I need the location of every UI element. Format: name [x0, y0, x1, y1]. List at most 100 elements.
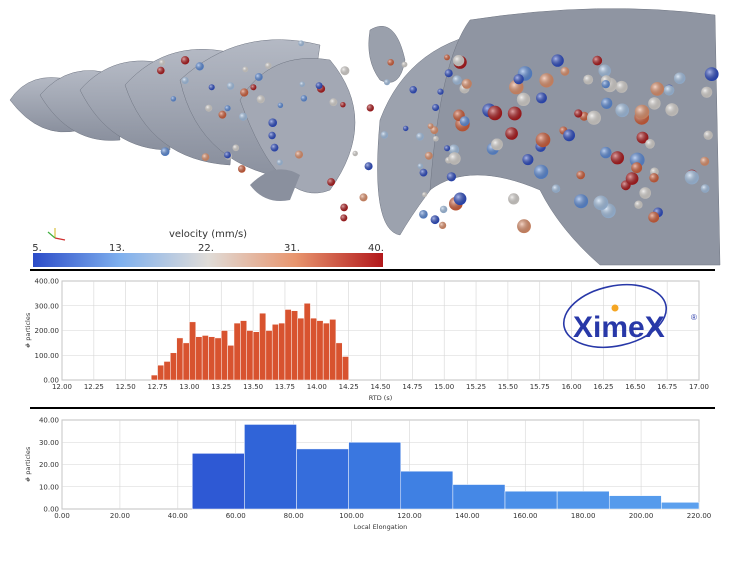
particle-shade	[615, 103, 629, 118]
particle-shade	[448, 144, 460, 155]
y-axis-title: # particles	[24, 312, 32, 348]
histogram-bar	[608, 495, 662, 510]
particle-shade	[574, 194, 589, 209]
x-tick-label: 160.00	[513, 512, 538, 520]
x-tick-label: 14.00	[307, 383, 327, 391]
y-tick-label: 20.00	[39, 461, 59, 469]
particle-shade	[419, 168, 428, 177]
particle-shade	[505, 127, 518, 140]
particle-shade	[387, 59, 395, 66]
particle-shade	[417, 163, 423, 169]
particle-shade	[513, 74, 524, 85]
x-tick-label: 17.00	[689, 383, 709, 391]
histogram-bar	[252, 331, 260, 381]
particle-shade	[170, 96, 177, 102]
particle-shade	[437, 88, 444, 95]
histogram-bar	[296, 448, 349, 510]
x-tick-label: 14.75	[402, 383, 422, 391]
particle-shade	[448, 152, 461, 165]
y-axis-title: # particles	[24, 446, 32, 482]
histogram-bar	[348, 442, 402, 510]
colorbar-title: velocity (mm/s)	[169, 229, 247, 240]
particle-shade	[427, 123, 434, 129]
particle-shade	[195, 62, 204, 71]
particle-shade	[268, 131, 276, 140]
particle-shade	[701, 86, 713, 98]
x-tick-label: 40.00	[168, 512, 188, 520]
histogram-bar	[244, 424, 297, 510]
histogram-bar	[310, 317, 318, 381]
histogram-bar	[556, 490, 610, 510]
colorbar-tick: 22.	[198, 243, 214, 254]
particle-shade	[491, 138, 503, 151]
histogram-bar	[400, 470, 454, 510]
particle-shade	[598, 64, 611, 77]
x-tick-label: 80.00	[284, 512, 304, 520]
particle-shade	[636, 131, 649, 144]
histogram-bar	[221, 330, 228, 381]
particle-shade	[364, 162, 373, 171]
screw-flights	[9, 8, 721, 266]
particle-shade	[453, 55, 465, 67]
particle-shade	[239, 112, 248, 121]
particle-shade	[665, 103, 679, 117]
particle-shade	[265, 62, 272, 69]
particle-shade	[551, 54, 564, 67]
particle-shade	[610, 151, 625, 165]
histogram-bar	[504, 490, 558, 510]
x-tick-label: 180.00	[571, 512, 596, 520]
render-viewport[interactable]: velocity (mm/s) 5. 13. 22. 31. 40.	[0, 0, 737, 270]
particle-shade	[601, 80, 610, 89]
particle-shade	[329, 98, 338, 107]
histogram-bar	[170, 352, 177, 381]
particle-shade	[634, 200, 643, 209]
histogram-bar	[201, 335, 209, 381]
particle-shade	[560, 66, 570, 76]
histogram-bar	[329, 319, 337, 381]
particle-shade	[224, 105, 231, 112]
particle-shade	[340, 66, 350, 76]
x-tick-label: 15.75	[530, 383, 550, 391]
particle-shade	[631, 162, 643, 174]
particle-shade	[422, 192, 428, 198]
histogram-bar	[157, 364, 165, 381]
histogram-bar	[661, 502, 700, 510]
histogram-bar	[342, 356, 349, 381]
particle-shade	[340, 214, 348, 222]
particle-shade	[517, 219, 531, 234]
particle-shade	[703, 130, 713, 140]
particle-shade	[315, 82, 323, 89]
x-tick-label: 15.00	[434, 383, 454, 391]
particle-shade	[205, 104, 213, 112]
particle-shade	[563, 129, 575, 142]
particle-shade	[352, 150, 358, 157]
x-tick-label: 12.75	[148, 383, 168, 391]
particle-shade	[416, 132, 424, 141]
y-tick-label: 10.00	[39, 483, 59, 491]
histogram-bar	[176, 337, 184, 381]
histogram-bar	[227, 345, 235, 381]
particle-shade	[649, 173, 659, 183]
particle-shade	[439, 221, 447, 229]
particle-shade	[583, 74, 594, 85]
particle-shade	[380, 131, 389, 139]
particle-shade	[242, 66, 249, 73]
divider	[30, 269, 715, 271]
histogram-bar	[284, 309, 292, 381]
logo-text: XimeX	[573, 311, 665, 344]
particle-shade	[507, 106, 522, 121]
particle-shade	[592, 55, 603, 66]
x-tick-label: 16.75	[657, 383, 677, 391]
histogram-bar	[246, 330, 254, 381]
particle-shade	[535, 132, 551, 148]
histogram-bar	[233, 322, 241, 381]
particle-shade	[157, 66, 165, 75]
rtd-histogram-panel: 12.00 12.25 12.50 12.75 13.00 13.25 13.50 13.75…	[0, 272, 737, 407]
elongation-histogram: 0.00 20.00 40.00 60.00 80.00 100.00 120.00 140.…	[24, 417, 711, 532]
y-tick-label: 100.00	[35, 352, 60, 360]
particle-shade	[700, 184, 710, 193]
colorbar-tick: 5.	[32, 243, 42, 254]
particle-shade	[674, 72, 686, 84]
particle-shade	[645, 139, 655, 149]
particle-shade	[384, 79, 390, 86]
